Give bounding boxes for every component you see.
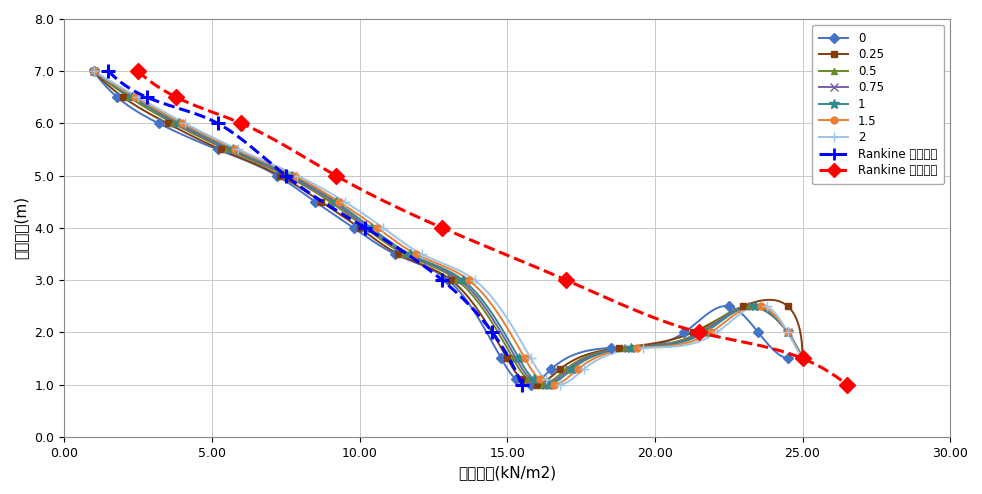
Legend: 0, 0.25, 0.5, 0.75, 1, 1.5, 2, Rankine 주동토압, Rankine 정지토압: 0, 0.25, 0.5, 0.75, 1, 1.5, 2, Rankine 주…: [812, 25, 945, 184]
X-axis label: 수평토압(kN/m2): 수평토압(kN/m2): [459, 465, 556, 480]
Y-axis label: 옷벽높이(m): 옷벽높이(m): [14, 196, 28, 259]
